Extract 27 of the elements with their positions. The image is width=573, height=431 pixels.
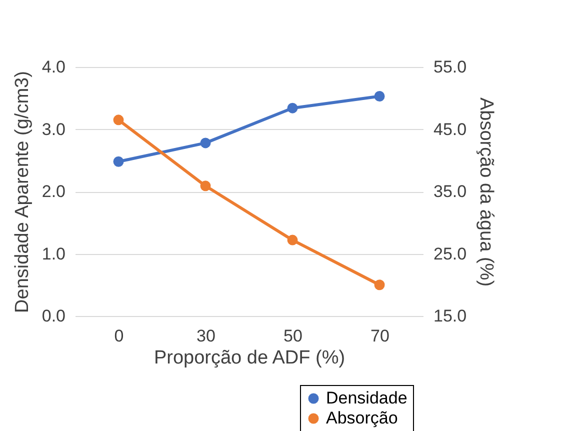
point xyxy=(200,138,211,148)
y2-tick-label: 15.0 xyxy=(434,306,467,326)
point xyxy=(374,280,385,290)
y2-tick-label: 55.0 xyxy=(434,58,467,76)
point xyxy=(374,91,385,102)
point xyxy=(113,114,124,126)
x-tick-label: 30 xyxy=(196,326,216,346)
y2-tick-label: 35.0 xyxy=(434,182,467,201)
y-tick-label: 4.0 xyxy=(42,58,66,76)
point xyxy=(287,234,298,246)
y-tick-label: 3.0 xyxy=(42,120,66,139)
point xyxy=(113,156,124,167)
legend-label: Absorção xyxy=(326,408,398,428)
y-tick-label: 2.0 xyxy=(42,182,66,201)
x-tick-label: 0 xyxy=(114,326,124,346)
x-tick-label: 50 xyxy=(284,326,302,346)
y-tick-label: 0.0 xyxy=(42,306,66,326)
legend-label: Densidade xyxy=(326,388,408,408)
y-axis-title: Densidade Aparente (g/cm3) xyxy=(12,71,33,313)
x-tick-label: 70 xyxy=(370,326,390,346)
y2-tick-label: 25.0 xyxy=(434,244,467,264)
y2-axis-title: Absorção da água (%) xyxy=(476,97,497,287)
y-tick-label: 1.0 xyxy=(42,244,66,264)
x-axis-title: Proporção de ADF (%) xyxy=(154,348,346,368)
point xyxy=(200,180,211,192)
point xyxy=(287,102,298,114)
y2-tick-label: 45.0 xyxy=(434,120,467,139)
